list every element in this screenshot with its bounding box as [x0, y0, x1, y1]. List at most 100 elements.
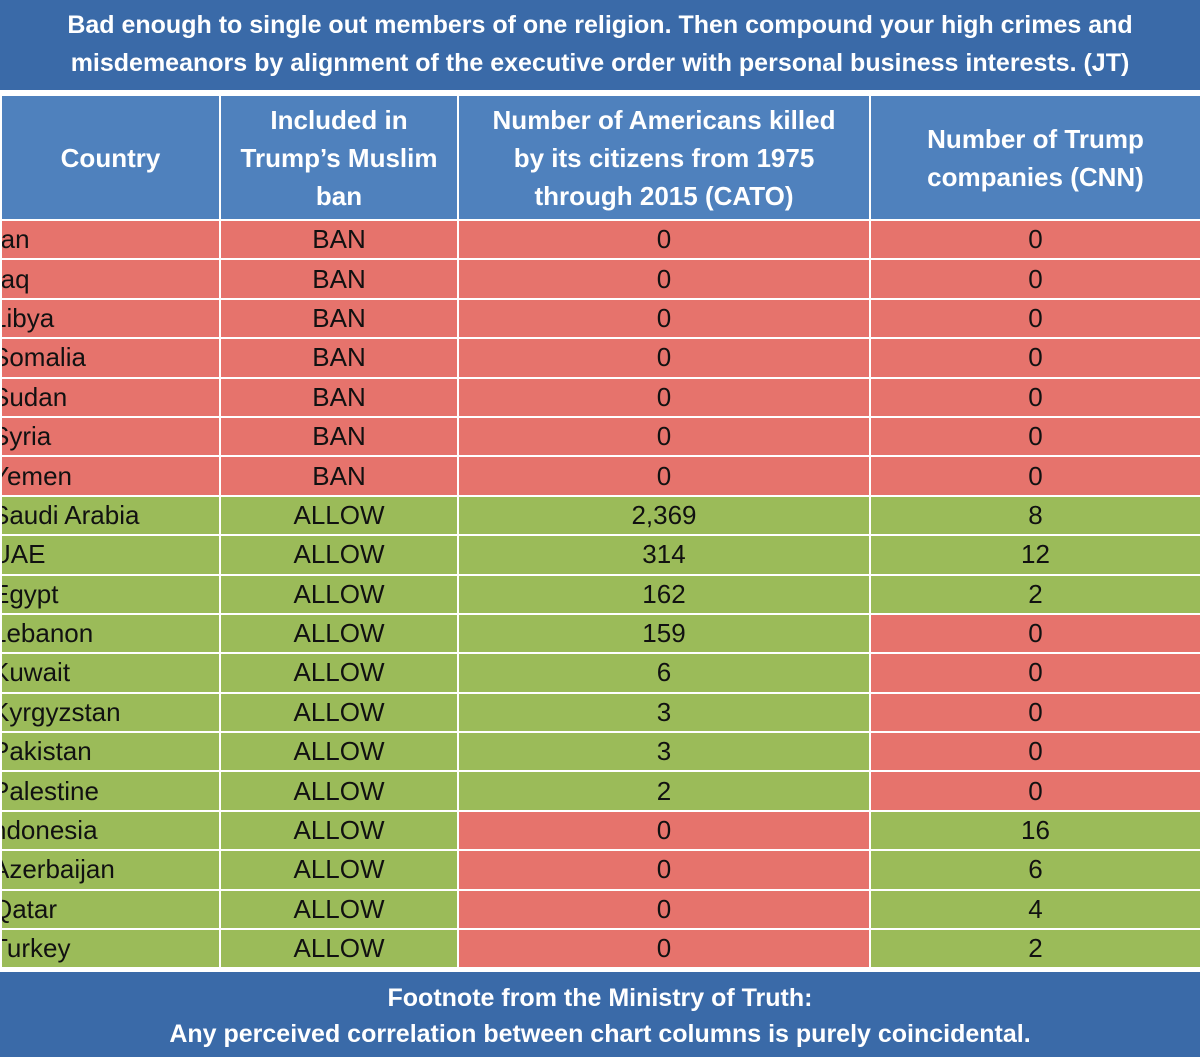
- ban-status-cell: ALLOW: [219, 809, 459, 852]
- table-row: YemenBAN00: [0, 455, 1200, 497]
- header-ban-status-line: ban: [315, 180, 363, 211]
- header-country-line: Country: [60, 142, 161, 173]
- trump-companies-cell: 0: [869, 455, 1200, 497]
- header-americans-killed: Number of Americans killed by its citizen…: [457, 94, 871, 221]
- americans-killed-cell: 0: [457, 928, 871, 970]
- trump-companies-cell: 2: [869, 573, 1200, 615]
- header-trump-companies-line: Number of Trump: [927, 123, 1144, 154]
- americans-killed-cell: 2,369: [457, 494, 871, 537]
- americans-killed-cell: 0: [457, 337, 871, 379]
- table-row: Pakistan ALLOW 3 0: [0, 731, 1200, 773]
- trump-companies-cell: 4: [869, 888, 1200, 931]
- country-cell: Lebanon: [0, 612, 221, 655]
- trump-companies-cell: 16: [869, 809, 1200, 852]
- ban-status-cell: ALLOW: [219, 731, 459, 773]
- country-cell: Libya: [0, 297, 221, 340]
- trump-companies-cell: 0: [869, 297, 1200, 340]
- table-row: Azerbaijan ALLOW 0 6: [0, 849, 1200, 891]
- ban-status-cell: ALLOW: [219, 652, 459, 694]
- table-row: UAEALLOW31412: [0, 534, 1200, 576]
- header-trump-companies-line: companies (CNN): [927, 161, 1144, 192]
- header-ban-status-line: Included in: [270, 104, 408, 135]
- header-row: Country Included in Trump’s Muslim ban Numbe…: [0, 94, 1200, 221]
- trump-companies-cell: 0: [869, 218, 1200, 261]
- americans-killed-cell: 0: [457, 297, 871, 340]
- country-cell: Turkey: [0, 928, 221, 970]
- header-ban-status-line: Trump’s Muslim: [240, 142, 438, 173]
- trump-companies-cell: 0: [869, 612, 1200, 655]
- footnote-line-2: Any perceived correlation between chart …: [169, 1020, 1031, 1048]
- table-body: ranBAN00raqBAN00LibyaBAN00SomaliaBAN00Su…: [0, 218, 1200, 970]
- americans-killed-cell: 314: [457, 534, 871, 576]
- ban-status-cell: BAN: [219, 376, 459, 418]
- americans-killed-cell: 0: [457, 455, 871, 497]
- table-row: KuwaitALLOW60: [0, 652, 1200, 694]
- trump-companies-cell: 0: [869, 731, 1200, 773]
- footnote-line-1: Footnote from the Ministry of Truth:: [387, 984, 813, 1012]
- country-cell: ran: [0, 218, 221, 261]
- country-cell: Qatar: [0, 888, 221, 931]
- table-row: Kyrgyzstan ALLOW 3 0: [0, 691, 1200, 734]
- ban-status-cell: BAN: [219, 297, 459, 340]
- americans-killed-cell: 0: [457, 258, 871, 300]
- table-row: EgyptALLOW1622: [0, 573, 1200, 615]
- ban-status-cell: ALLOW: [219, 534, 459, 576]
- table-row: Palestine ALLOW 2 0: [0, 770, 1200, 812]
- trump-companies-cell: 12: [869, 534, 1200, 576]
- country-cell: UAE: [0, 534, 221, 576]
- table-row: raqBAN00: [0, 258, 1200, 300]
- title-banner: Bad enough to single out members of one …: [0, 0, 1200, 90]
- ban-status-cell: BAN: [219, 258, 459, 300]
- ban-status-cell: BAN: [219, 415, 459, 458]
- table-row: Somalia BAN 0 0: [0, 337, 1200, 379]
- country-cell: Azerbaijan: [0, 849, 221, 891]
- americans-killed-cell: 162: [457, 573, 871, 615]
- ban-status-cell: ALLOW: [219, 770, 459, 812]
- americans-killed-cell: 0: [457, 376, 871, 418]
- footnote-banner: Footnote from the Ministry of Truth: Any…: [0, 972, 1200, 1057]
- ban-status-cell: ALLOW: [219, 888, 459, 931]
- country-cell: Palestine: [0, 770, 221, 812]
- americans-killed-cell: 0: [457, 888, 871, 931]
- data-table: Country Included in Trump’s Muslim ban Numbe…: [0, 94, 1200, 970]
- country-cell: Egypt: [0, 573, 221, 615]
- ban-status-cell: ALLOW: [219, 691, 459, 734]
- table-row: SyriaBAN00: [0, 415, 1200, 458]
- americans-killed-cell: 159: [457, 612, 871, 655]
- americans-killed-cell: 2: [457, 770, 871, 812]
- americans-killed-cell: 0: [457, 849, 871, 891]
- americans-killed-cell: 3: [457, 731, 871, 773]
- country-cell: Syria: [0, 415, 221, 458]
- americans-killed-cell: 6: [457, 652, 871, 694]
- country-cell: Kyrgyzstan: [0, 691, 221, 734]
- trump-companies-cell: 6: [869, 849, 1200, 891]
- header-americans-killed-line: through 2015 (CATO): [534, 180, 794, 211]
- americans-killed-cell: 0: [457, 218, 871, 261]
- country-cell: raq: [0, 258, 221, 300]
- trump-companies-cell: 0: [869, 337, 1200, 379]
- country-cell: ndonesia: [0, 809, 221, 852]
- table-row: TurkeyALLOW02: [0, 928, 1200, 970]
- ban-status-cell: ALLOW: [219, 494, 459, 537]
- americans-killed-cell: 3: [457, 691, 871, 734]
- country-cell: Pakistan: [0, 731, 221, 773]
- country-cell: Saudi Arabia: [0, 494, 221, 537]
- country-cell: Yemen: [0, 455, 221, 497]
- ban-status-cell: ALLOW: [219, 928, 459, 970]
- ban-status-cell: BAN: [219, 337, 459, 379]
- country-cell: Sudan: [0, 376, 221, 418]
- trump-companies-cell: 8: [869, 494, 1200, 537]
- country-cell: Somalia: [0, 337, 221, 379]
- header-trump-companies: Number of Trump companies (CNN): [869, 94, 1200, 221]
- ban-status-cell: BAN: [219, 455, 459, 497]
- trump-companies-cell: 0: [869, 376, 1200, 418]
- trump-companies-cell: 0: [869, 258, 1200, 300]
- trump-companies-cell: 0: [869, 770, 1200, 812]
- title-line-2: misdemeanors by alignment of the executi…: [70, 49, 1130, 77]
- americans-killed-cell: 0: [457, 809, 871, 852]
- data-table-container: Country Included in Trump’s Muslim ban Numbe…: [0, 94, 1200, 970]
- table-row: LibyaBAN00: [0, 297, 1200, 340]
- table-row: QatarALLOW04: [0, 888, 1200, 931]
- ban-status-cell: ALLOW: [219, 573, 459, 615]
- trump-companies-cell: 0: [869, 652, 1200, 694]
